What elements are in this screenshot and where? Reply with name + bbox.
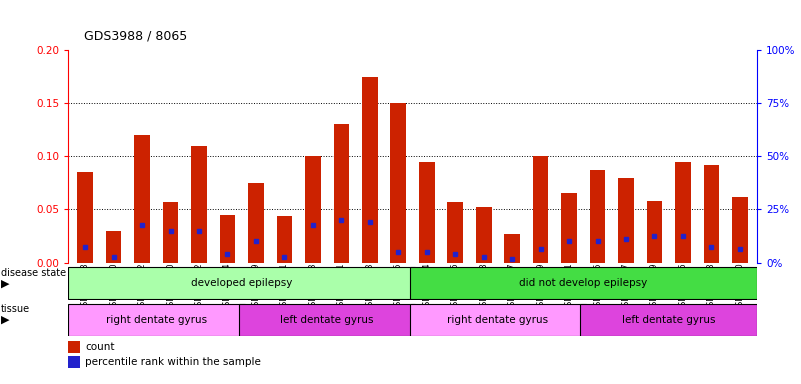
Bar: [163, 202, 179, 263]
Bar: [305, 156, 320, 263]
Text: tissue: tissue: [1, 304, 30, 314]
Bar: [618, 177, 634, 263]
Bar: [68, 267, 416, 299]
Text: developed epilepsy: developed epilepsy: [191, 278, 292, 288]
Bar: [135, 135, 150, 263]
Bar: [581, 304, 757, 336]
Text: left dentate gyrus: left dentate gyrus: [622, 315, 715, 325]
Text: right dentate gyrus: right dentate gyrus: [106, 315, 207, 325]
Bar: [562, 194, 577, 263]
Text: ▶: ▶: [1, 278, 10, 288]
Bar: [703, 165, 719, 263]
Bar: [362, 76, 377, 263]
Bar: [732, 197, 747, 263]
Bar: [68, 304, 244, 336]
Bar: [68, 341, 80, 353]
Bar: [78, 172, 93, 263]
Text: GDS3988 / 8065: GDS3988 / 8065: [84, 29, 187, 42]
Text: disease state: disease state: [1, 268, 66, 278]
Text: did not develop epilepsy: did not develop epilepsy: [519, 278, 647, 288]
Bar: [419, 162, 435, 263]
Bar: [333, 124, 349, 263]
Bar: [390, 103, 406, 263]
Bar: [590, 170, 606, 263]
Bar: [68, 356, 80, 368]
Bar: [448, 202, 463, 263]
Bar: [675, 162, 690, 263]
Bar: [646, 201, 662, 263]
Text: ▶: ▶: [1, 315, 10, 325]
Bar: [505, 234, 520, 263]
Text: left dentate gyrus: left dentate gyrus: [280, 315, 374, 325]
Text: right dentate gyrus: right dentate gyrus: [447, 315, 549, 325]
Bar: [276, 216, 292, 263]
Text: count: count: [85, 342, 115, 352]
Bar: [248, 183, 264, 263]
Bar: [533, 156, 549, 263]
Bar: [106, 231, 122, 263]
Bar: [409, 304, 586, 336]
Text: percentile rank within the sample: percentile rank within the sample: [85, 357, 261, 367]
Bar: [239, 304, 416, 336]
Bar: [191, 146, 207, 263]
Bar: [219, 215, 235, 263]
Bar: [476, 207, 492, 263]
Bar: [409, 267, 757, 299]
